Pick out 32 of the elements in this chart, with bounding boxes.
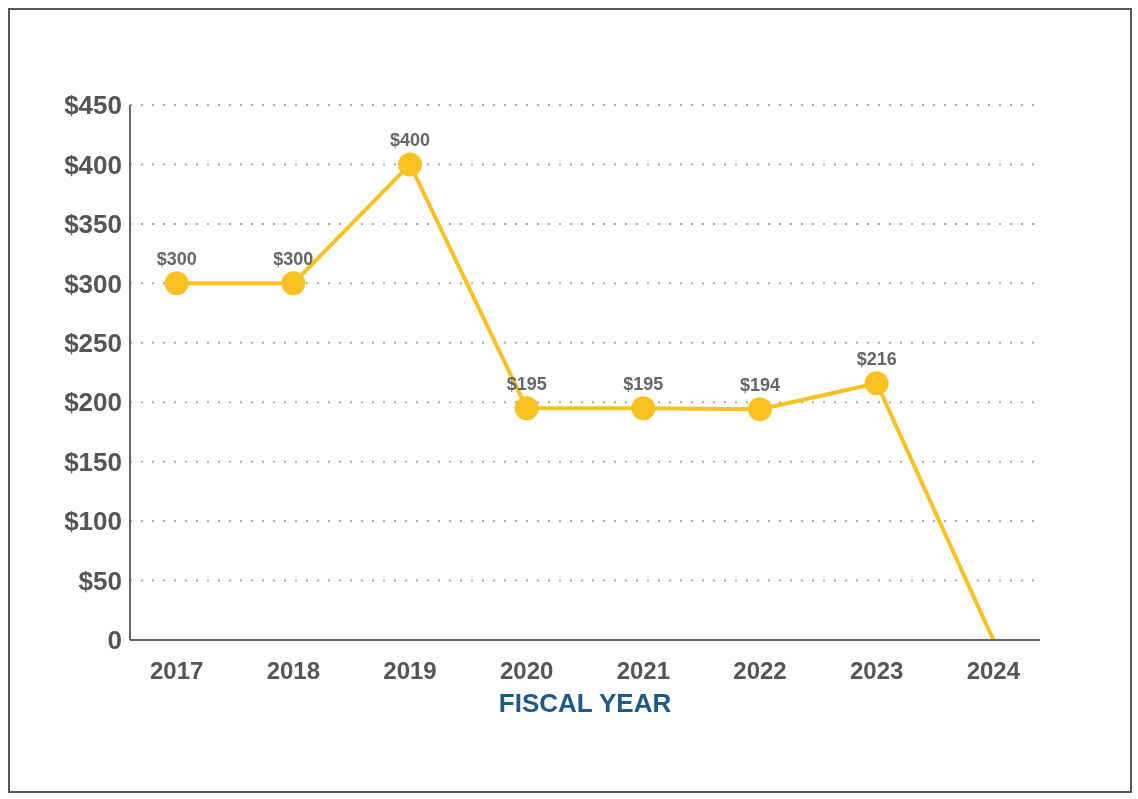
x-axis-title: FISCAL YEAR: [498, 688, 672, 718]
y-tick-label: $200: [64, 387, 122, 418]
x-tick-label: 2024: [966, 657, 1021, 685]
point: [514, 396, 539, 421]
x-tick-label: 2018: [266, 657, 321, 685]
point: [748, 397, 772, 422]
y-tick-label: $150: [64, 446, 122, 477]
data-label: $300: [273, 249, 314, 270]
x-tick-label: 2023: [849, 657, 904, 685]
data-label: $300: [156, 249, 197, 270]
y-tick-label: $450: [64, 90, 122, 121]
data-label: $400: [389, 130, 431, 151]
x-tick-label: 2017: [149, 657, 204, 685]
data-label: $194: [739, 375, 781, 396]
point: [164, 271, 189, 296]
y-tick-label: $400: [64, 149, 122, 180]
y-tick-label: $100: [64, 506, 122, 537]
y-tick-label: $250: [64, 328, 122, 359]
point: [864, 371, 889, 396]
x-tick-label: 2019: [383, 657, 437, 685]
data-label: $216: [856, 349, 897, 370]
y-tick-label: $50: [78, 565, 122, 596]
data-label: $195: [623, 374, 664, 395]
y-tick-label: $300: [64, 268, 122, 299]
y-tick-label: 0: [107, 625, 122, 656]
point: [281, 271, 306, 296]
x-tick-label: 2020: [499, 657, 554, 685]
point: [398, 152, 422, 177]
y-tick-label: $350: [64, 209, 122, 240]
x-tick-label: 2022: [733, 657, 787, 685]
point: [631, 396, 656, 421]
x-tick-label: 2021: [616, 657, 671, 685]
